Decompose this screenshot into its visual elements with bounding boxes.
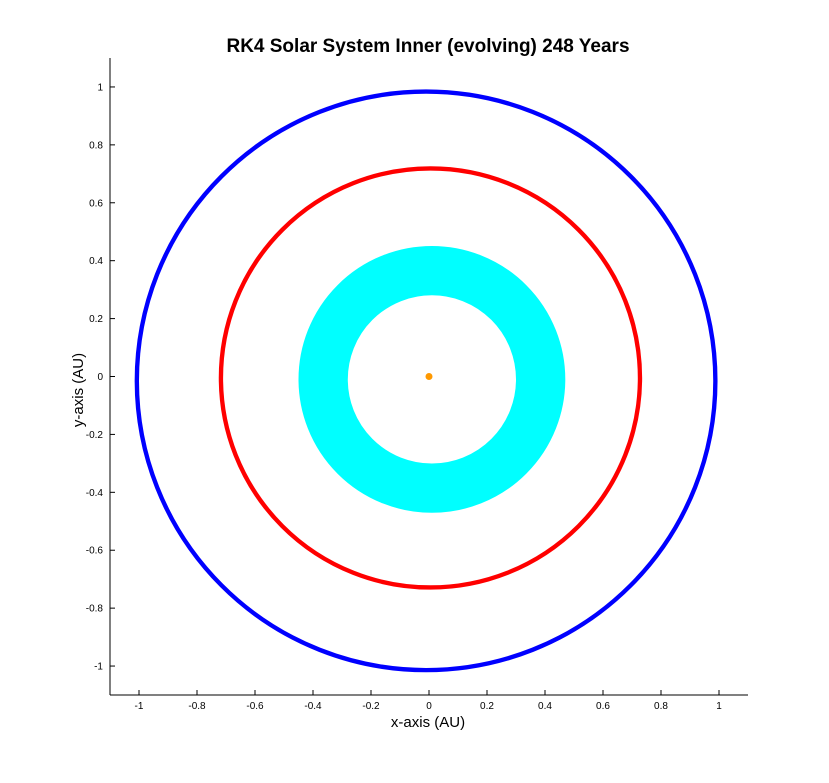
y-tick-label-1: -0.8 bbox=[86, 604, 104, 615]
x-tick-label-7: 0.4 bbox=[538, 701, 552, 712]
y-tick-label-9: 0.8 bbox=[89, 140, 103, 151]
x-tick-label-0: -1 bbox=[135, 701, 144, 712]
chart-title: RK4 Solar System Inner (evolving) 248 Ye… bbox=[226, 36, 629, 57]
x-tick-label-10: 1 bbox=[716, 701, 722, 712]
x-tick-label-5: 0 bbox=[426, 701, 432, 712]
plot-area bbox=[134, 89, 718, 673]
y-tick-label-8: 0.6 bbox=[89, 198, 103, 209]
y-tick-label-5: 0 bbox=[97, 372, 103, 383]
axes: -1 -0.8 -0.6 -0.4 -0.2 0 0.2 0.4 0.6 0.8 1 -1 -0.8 -0… bbox=[86, 58, 748, 712]
x-tick-label-1: -0.8 bbox=[188, 701, 206, 712]
x-tick-label-3: -0.4 bbox=[304, 701, 322, 712]
series-2-orbit bbox=[298, 245, 566, 513]
x-tick-label-2: -0.6 bbox=[246, 701, 264, 712]
x-tick-label-6: 0.2 bbox=[480, 701, 494, 712]
y-tick-label-4: -0.2 bbox=[86, 430, 104, 441]
y-tick-label-0: -1 bbox=[94, 662, 103, 673]
x-axis-label: x-axis (AU) bbox=[391, 714, 465, 731]
series-1-orbit bbox=[218, 166, 643, 590]
x-tick-label-9: 0.8 bbox=[654, 701, 668, 712]
y-axis-label: y-axis (AU) bbox=[70, 353, 87, 427]
y-tick-label-2: -0.6 bbox=[86, 546, 104, 557]
x-tick-label-4: -0.2 bbox=[362, 701, 380, 712]
y-tick-label-3: -0.4 bbox=[86, 488, 104, 499]
y-tick-label-10: 1 bbox=[97, 82, 103, 93]
series-3-point-0 bbox=[425, 373, 433, 380]
y-tick-label-7: 0.4 bbox=[89, 256, 103, 267]
y-tick-label-6: 0.2 bbox=[89, 314, 103, 325]
series-0-orbit bbox=[134, 89, 718, 673]
x-tick-label-8: 0.6 bbox=[596, 701, 610, 712]
